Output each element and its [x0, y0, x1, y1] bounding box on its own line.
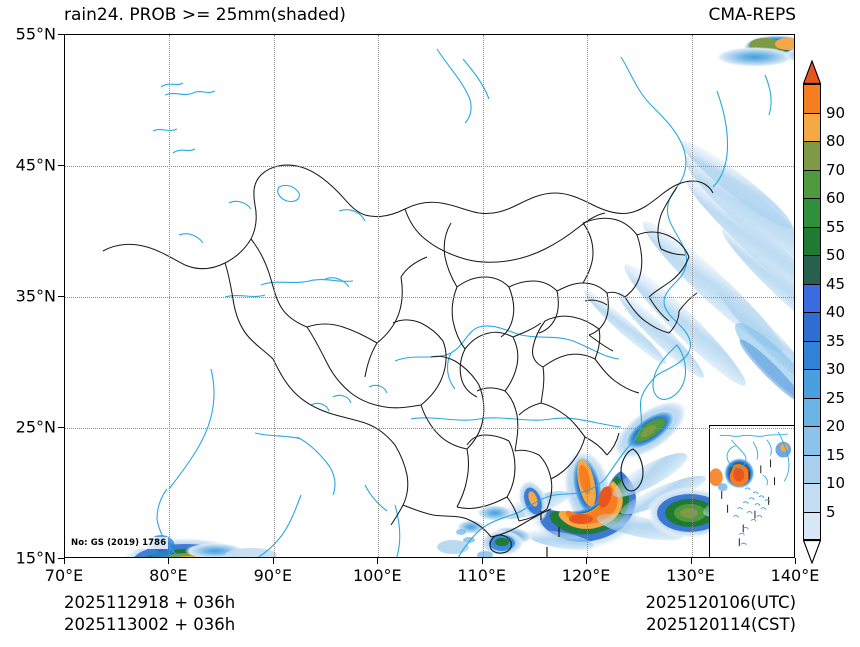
colorbar-tick-25: 25 — [826, 388, 846, 407]
precip-nw-pacific-streaks — [583, 141, 794, 408]
colorbar-band-8 — [803, 312, 821, 341]
map-plot-area[interactable]: No: GS (2019) 1786 — [64, 34, 795, 558]
xtick-100 — [377, 558, 379, 564]
colorbar-band-13 — [803, 454, 821, 483]
gridline-lat-45 — [65, 166, 794, 167]
ytick-label-25: 25°N — [15, 417, 56, 437]
colorbar-tick-5: 5 — [826, 502, 836, 521]
colorbar-band-0 — [803, 84, 821, 113]
colorbar-band-10 — [803, 369, 821, 398]
map-clip: No: GS (2019) 1786 — [65, 35, 794, 557]
colorbar-tick-20: 20 — [826, 417, 846, 435]
gridline-lat-35 — [65, 297, 794, 298]
xtick-90 — [272, 558, 274, 564]
border-layer — [102, 164, 714, 557]
colorbar-tick-70: 70 — [826, 160, 846, 179]
ytick-label-15: 15°N — [15, 548, 56, 568]
inset-precip — [710, 441, 792, 492]
precip-vietnam-coast — [456, 529, 493, 557]
ytick-55 — [58, 34, 64, 35]
colorbar-band-2 — [803, 141, 821, 170]
ytick-label-35: 35°N — [15, 286, 56, 306]
precip-ne-corner — [715, 35, 794, 67]
ytick-15 — [58, 558, 64, 559]
gridline-lon-120 — [587, 35, 589, 557]
colorbar-band-14 — [803, 483, 821, 512]
xtick-label-140: 140°E — [770, 566, 820, 585]
gridline-lon-130 — [691, 35, 693, 557]
colorbar-tick-45: 45 — [826, 274, 846, 293]
map-graphic — [102, 35, 794, 557]
footer-valid-cst: 2025120114(CST) — [646, 615, 796, 634]
ytick-35 — [58, 296, 64, 297]
footer-valid-utc: 2025120106(UTC) — [645, 593, 796, 612]
inset-islands — [733, 487, 771, 546]
gridline-lon-110 — [482, 35, 484, 557]
xtick-140 — [795, 558, 796, 564]
inset-graphic — [710, 431, 792, 547]
xtick-label-90: 90°E — [253, 566, 293, 585]
footer-left: 2025112918 + 036h 2025113002 + 036h — [64, 592, 235, 636]
colorbar-band-3 — [803, 169, 821, 198]
colorbar-extend-min — [802, 540, 822, 565]
colorbar-band-6 — [803, 255, 821, 284]
xtick-label-110: 110°E — [457, 566, 507, 585]
xtick-130 — [690, 558, 692, 564]
xtick-80 — [168, 558, 170, 564]
precip-shading-layer — [121, 35, 794, 557]
colorbar[interactable] — [803, 84, 821, 540]
ytick-label-55: 55°N — [15, 24, 56, 44]
footer-init-time-2: 2025113002 + 036h — [64, 615, 236, 634]
page-title: rain24. PROB >= 25mm(shaded) — [64, 5, 346, 25]
footer-right: 2025120106(UTC) 2025120114(CST) — [645, 592, 796, 636]
xtick-label-80: 80°E — [149, 566, 188, 585]
colorbar-tick-35: 35 — [826, 331, 846, 350]
gridline-lon-100 — [378, 35, 380, 557]
map-approval-number: No: GS (2019) 1786 — [69, 537, 169, 549]
colorbar-tick-60: 60 — [826, 189, 846, 207]
colorbar-extend-max — [802, 59, 822, 84]
xtick-label-70: 70°E — [44, 566, 84, 585]
colorbar-band-11 — [803, 397, 821, 426]
inset-coastline — [719, 431, 790, 486]
xtick-label-100: 100°E — [352, 566, 402, 585]
gridline-lon-90 — [273, 35, 275, 557]
colorbar-tick-30: 30 — [826, 360, 846, 378]
colorbar-band-12 — [803, 426, 821, 455]
colorbar-tick-90: 90 — [826, 103, 846, 122]
colorbar-tick-15: 15 — [826, 445, 846, 464]
gridline-lat-25 — [65, 428, 794, 429]
xtick-120 — [586, 558, 588, 564]
precip-scs-streaks — [500, 453, 706, 550]
inset-dashes — [721, 459, 775, 547]
colorbar-tick-10: 10 — [826, 474, 846, 492]
model-label: CMA-REPS — [708, 5, 796, 25]
south-china-sea-inset[interactable] — [709, 425, 794, 557]
colorbar-band-9 — [803, 340, 821, 369]
colorbar-band-4 — [803, 198, 821, 227]
xtick-label-130: 130°E — [666, 566, 715, 585]
gridline-lon-80 — [169, 35, 171, 557]
ytick-25 — [58, 427, 64, 428]
colorbar-band-7 — [803, 283, 821, 312]
ytick-label-45: 45°N — [15, 155, 56, 175]
colorbar-tick-80: 80 — [826, 132, 846, 150]
xtick-110 — [481, 558, 483, 564]
colorbar-tick-40: 40 — [826, 303, 846, 321]
xtick-label-120: 120°E — [561, 566, 611, 585]
colorbar-tick-50: 50 — [826, 246, 846, 264]
footer-init-time-1: 2025112918 + 036h — [64, 593, 236, 612]
colorbar-tick-55: 55 — [826, 217, 846, 236]
colorbar-band-1 — [803, 112, 821, 141]
colorbar-band-5 — [803, 226, 821, 255]
colorbar-band-15 — [803, 511, 821, 540]
xtick-70 — [64, 558, 65, 564]
ytick-45 — [58, 165, 64, 166]
